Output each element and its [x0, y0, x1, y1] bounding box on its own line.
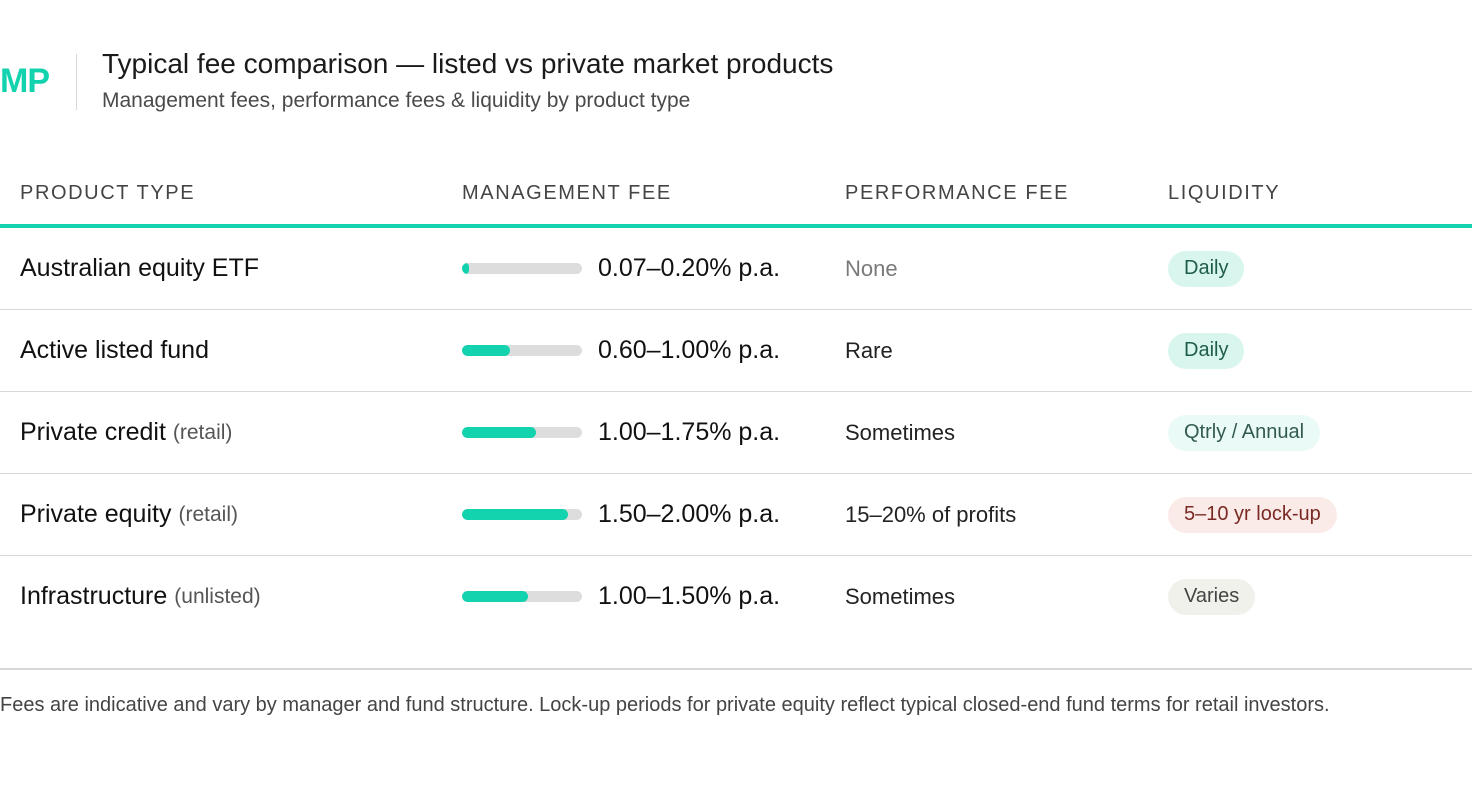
- table-header: PRODUCT TYPE MANAGEMENT FEE PERFORMANCE …: [0, 160, 1472, 228]
- product-name: Active listed fund: [20, 336, 209, 364]
- liquidity-badge: 5–10 yr lock-up: [1168, 496, 1337, 533]
- liquidity-badge: Qtrly / Annual: [1168, 414, 1321, 451]
- column-header-management-fee: MANAGEMENT FEE: [462, 182, 672, 204]
- footnote: Fees are indicative and vary by manager …: [0, 694, 1330, 716]
- liquidity-cell: Daily: [1168, 228, 1245, 309]
- management-fee-cell: 1.00–1.75% p.a.: [462, 392, 780, 473]
- liquidity-cell: 5–10 yr lock-up: [1168, 474, 1337, 555]
- performance-fee-cell: Rare: [845, 337, 893, 363]
- management-fee-cell: 0.60–1.00% p.a.: [462, 310, 780, 391]
- product-qualifier: (retail): [178, 502, 238, 526]
- fee-bar-fill: [462, 509, 568, 520]
- liquidity-badge: Daily: [1168, 250, 1245, 287]
- fee-text: 1.00–1.75% p.a.: [598, 418, 781, 446]
- fee-bar-fill: [462, 427, 536, 438]
- product-cell: Australian equity ETF: [20, 228, 259, 309]
- table-row: Active listed fund 0.60–1.00% p.a. Rare Dai…: [0, 310, 1472, 392]
- column-header-liquidity: LIQUIDITY: [1168, 182, 1281, 204]
- header-divider: [76, 54, 77, 110]
- management-fee-cell: 1.50–2.00% p.a.: [462, 474, 780, 555]
- fee-bar-track: [462, 345, 582, 356]
- fee-text: 0.60–1.00% p.a.: [598, 336, 781, 364]
- product-name: Private credit: [20, 418, 166, 446]
- table-row: Infrastructure (unlisted) 1.00–1.50% p.a. S…: [0, 556, 1472, 637]
- liquidity-cell: Daily: [1168, 310, 1245, 391]
- management-fee-cell: 0.07–0.20% p.a.: [462, 228, 780, 309]
- liquidity-cell: Qtrly / Annual: [1168, 392, 1321, 473]
- performance-fee-cell: Sometimes: [845, 583, 956, 609]
- fee-bar-fill: [462, 345, 510, 356]
- management-fee-cell: 1.00–1.50% p.a.: [462, 556, 780, 637]
- column-header-product-type: PRODUCT TYPE: [20, 182, 196, 204]
- performance-fee-cell: Sometimes: [845, 419, 956, 445]
- fee-text: 0.07–0.20% p.a.: [598, 254, 781, 282]
- page-subtitle: Management fees, performance fees & liqu…: [102, 89, 691, 112]
- fee-bar-track: [462, 263, 582, 274]
- fee-bar-track: [462, 591, 582, 602]
- product-name: Australian equity ETF: [20, 254, 259, 282]
- table-row: Australian equity ETF 0.07–0.20% p.a. None…: [0, 228, 1472, 310]
- product-qualifier: (retail): [172, 420, 233, 444]
- fee-text: 1.00–1.50% p.a.: [598, 582, 781, 610]
- product-cell: Infrastructure (unlisted): [20, 556, 261, 637]
- performance-fee-cell: 15–20% of profits: [845, 501, 1017, 527]
- fee-text: 1.50–2.00% p.a.: [598, 500, 781, 528]
- fee-comparison-table: PRODUCT TYPE MANAGEMENT FEE PERFORMANCE …: [0, 160, 1472, 637]
- brand-logo: MP: [0, 62, 50, 100]
- product-qualifier: (unlisted): [174, 584, 261, 608]
- fee-bar-fill: [462, 591, 528, 602]
- table-row: Private credit (retail) 1.00–1.75% p.a. Som…: [0, 392, 1472, 474]
- page-header: MP Typical fee comparison — listed vs pr…: [0, 44, 1472, 114]
- footer-divider: [0, 668, 1472, 670]
- table-body: Australian equity ETF 0.07–0.20% p.a. None…: [0, 228, 1472, 637]
- product-name: Private equity: [20, 500, 172, 528]
- fee-bar-track: [462, 427, 582, 438]
- page-title: Typical fee comparison — listed vs priva…: [102, 48, 834, 79]
- product-cell: Private equity (retail): [20, 474, 238, 555]
- liquidity-badge: Varies: [1168, 578, 1256, 615]
- product-name: Infrastructure: [20, 582, 168, 610]
- fee-bar-fill: [462, 263, 469, 274]
- column-header-performance-fee: PERFORMANCE FEE: [845, 182, 1070, 204]
- table-row: Private equity (retail) 1.50–2.00% p.a. 15–…: [0, 474, 1472, 556]
- product-cell: Private credit (retail): [20, 392, 232, 473]
- liquidity-cell: Varies: [1168, 556, 1256, 637]
- performance-fee-cell: None: [845, 255, 898, 281]
- fee-bar-track: [462, 509, 582, 520]
- liquidity-badge: Daily: [1168, 332, 1245, 369]
- product-cell: Active listed fund: [20, 310, 209, 391]
